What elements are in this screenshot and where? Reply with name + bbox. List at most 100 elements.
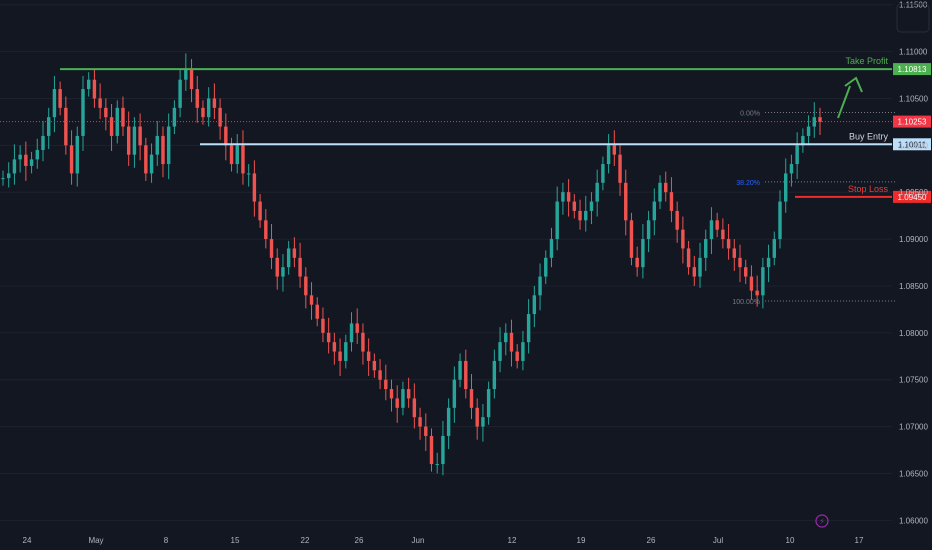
candle[interactable] <box>486 389 491 418</box>
candle[interactable] <box>766 257 771 268</box>
candle[interactable] <box>732 248 737 258</box>
candle[interactable] <box>584 210 588 221</box>
candle[interactable] <box>275 257 279 277</box>
candle[interactable] <box>784 173 788 202</box>
candle[interactable] <box>721 229 725 240</box>
candle[interactable] <box>629 220 634 258</box>
candle[interactable] <box>12 159 17 174</box>
candle[interactable] <box>149 154 154 174</box>
candle[interactable] <box>435 464 439 466</box>
candle[interactable] <box>46 117 51 136</box>
candle[interactable] <box>126 126 131 155</box>
candle[interactable] <box>241 145 245 174</box>
candle[interactable] <box>355 323 359 333</box>
candle[interactable] <box>606 145 611 165</box>
candle[interactable] <box>589 201 594 211</box>
candle[interactable] <box>406 389 411 399</box>
candle[interactable] <box>561 192 565 202</box>
candle[interactable] <box>309 295 314 305</box>
candle[interactable] <box>184 68 188 80</box>
candle[interactable] <box>601 164 605 183</box>
candle[interactable] <box>298 257 302 277</box>
candle[interactable] <box>658 182 662 202</box>
candle[interactable] <box>709 220 714 240</box>
time-axis[interactable]: 24 May 8 15 22 26 Jun 12 19 26 Jul 10 17 <box>23 536 864 545</box>
candle[interactable] <box>155 135 159 155</box>
top-right-button[interactable] <box>896 3 930 33</box>
price-axis[interactable]: 1.11500 1.11000 1.10500 1.10000 1.09500 1.090… <box>899 1 928 526</box>
candle[interactable] <box>686 248 691 268</box>
candle[interactable] <box>578 210 582 221</box>
candle[interactable] <box>201 107 205 118</box>
candle[interactable] <box>572 201 577 211</box>
candle[interactable] <box>509 332 514 352</box>
candle[interactable] <box>801 135 805 146</box>
candle[interactable] <box>286 248 291 268</box>
lightning-icon[interactable] <box>815 514 829 528</box>
candle[interactable] <box>246 173 251 175</box>
candle[interactable] <box>544 257 548 277</box>
candle[interactable] <box>109 117 114 136</box>
candle[interactable] <box>692 267 697 277</box>
candle[interactable] <box>172 107 177 127</box>
candle[interactable] <box>698 257 702 277</box>
candle[interactable] <box>86 79 91 90</box>
candle[interactable] <box>121 107 125 127</box>
candle[interactable] <box>704 239 708 258</box>
candle[interactable] <box>389 389 394 399</box>
candle[interactable] <box>132 126 137 155</box>
candle[interactable] <box>624 182 628 221</box>
candle[interactable] <box>515 351 519 361</box>
candle[interactable] <box>229 145 234 165</box>
candle[interactable] <box>555 201 559 240</box>
candles[interactable] <box>1 53 822 476</box>
candle[interactable] <box>818 117 822 122</box>
candle[interactable] <box>755 290 759 296</box>
candle[interactable] <box>138 126 142 146</box>
candle[interactable] <box>212 98 217 108</box>
candle[interactable] <box>144 145 148 174</box>
candle[interactable] <box>772 239 777 258</box>
candle[interactable] <box>641 239 645 268</box>
candle[interactable] <box>326 332 331 343</box>
candle[interactable] <box>441 435 445 465</box>
candle[interactable] <box>252 173 257 202</box>
candle[interactable] <box>292 248 297 258</box>
candle[interactable] <box>166 126 171 165</box>
candle[interactable] <box>675 210 679 230</box>
candle[interactable] <box>41 135 45 150</box>
candle[interactable] <box>338 351 342 361</box>
candle[interactable] <box>218 107 222 127</box>
candle[interactable] <box>361 332 365 352</box>
candle[interactable] <box>58 89 62 108</box>
candle[interactable] <box>749 276 754 291</box>
candle[interactable] <box>384 379 388 390</box>
trade-levels[interactable]: Take Profit 1.10813 Buy Entry 1.10011 Stop L… <box>0 56 931 203</box>
candle[interactable] <box>778 201 782 240</box>
candle[interactable] <box>812 117 817 127</box>
candle[interactable] <box>75 135 79 174</box>
candle[interactable] <box>64 107 68 146</box>
candle[interactable] <box>269 239 274 258</box>
candle[interactable] <box>195 89 199 108</box>
candle[interactable] <box>481 417 485 427</box>
candle[interactable] <box>452 379 457 408</box>
candle[interactable] <box>412 398 417 418</box>
candle[interactable] <box>646 220 651 240</box>
candle[interactable] <box>178 79 182 108</box>
candle[interactable] <box>321 318 325 333</box>
candle[interactable] <box>104 107 108 118</box>
candle[interactable] <box>315 304 319 319</box>
candle[interactable] <box>344 342 348 361</box>
candle[interactable] <box>726 239 731 249</box>
candle[interactable] <box>681 229 685 249</box>
candle[interactable] <box>652 201 657 221</box>
candle[interactable] <box>424 426 428 436</box>
candle[interactable] <box>492 360 497 390</box>
candle[interactable] <box>52 89 57 118</box>
candle[interactable] <box>635 257 639 268</box>
candle[interactable] <box>6 173 11 179</box>
candle[interactable] <box>612 145 617 155</box>
candle[interactable] <box>349 323 354 343</box>
